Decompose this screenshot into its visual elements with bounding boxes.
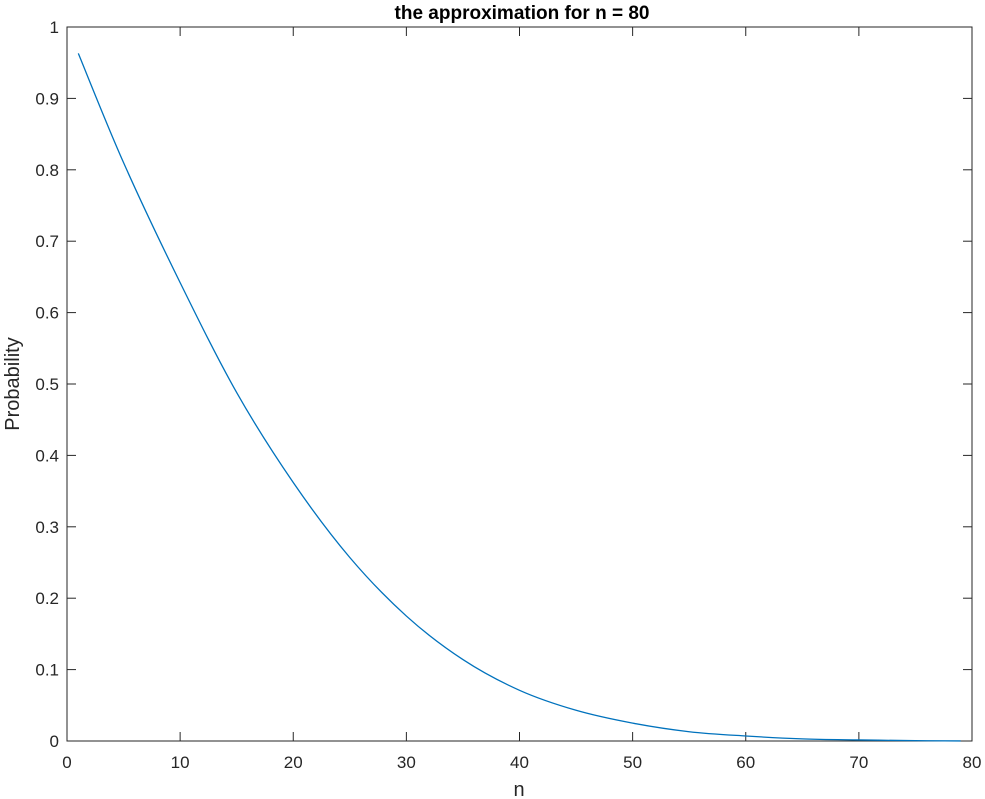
x-tick-label: 20 <box>284 753 303 772</box>
x-tick-label: 30 <box>397 753 416 772</box>
y-axis: 0 0.1 0.2 0.3 0.4 0.5 0.6 0.7 0.8 0.9 1 <box>35 18 972 751</box>
y-tick-label: 0.7 <box>35 232 59 251</box>
x-tick-label: 10 <box>171 753 190 772</box>
y-tick-label: 0.8 <box>35 161 59 180</box>
y-tick-label: 0.5 <box>35 375 59 394</box>
x-tick-label: 60 <box>736 753 755 772</box>
y-tick-label: 0.9 <box>35 89 59 108</box>
chart-title: the approximation for n = 80 <box>395 3 650 24</box>
x-tick-label: 0 <box>62 753 71 772</box>
y-tick-label: 0.1 <box>35 661 59 680</box>
y-tick-label: 0.6 <box>35 304 59 323</box>
x-tick-label: 70 <box>849 753 868 772</box>
y-tick-label: 0.4 <box>35 446 59 465</box>
x-tick-label: 80 <box>963 753 982 772</box>
y-tick-label: 1 <box>50 18 59 37</box>
y-axis-label: Probability <box>2 337 24 430</box>
y-tick-label: 0.2 <box>35 589 59 608</box>
x-axis: 0 10 20 30 40 50 60 70 80 <box>62 27 981 772</box>
y-tick-label: 0.3 <box>35 518 59 537</box>
x-tick-label: 50 <box>623 753 642 772</box>
plot-area <box>66 26 973 742</box>
x-tick-label: 40 <box>510 753 529 772</box>
x-axis-label: n <box>513 779 524 799</box>
y-tick-label: 0 <box>50 732 59 751</box>
series-line <box>77 53 961 742</box>
